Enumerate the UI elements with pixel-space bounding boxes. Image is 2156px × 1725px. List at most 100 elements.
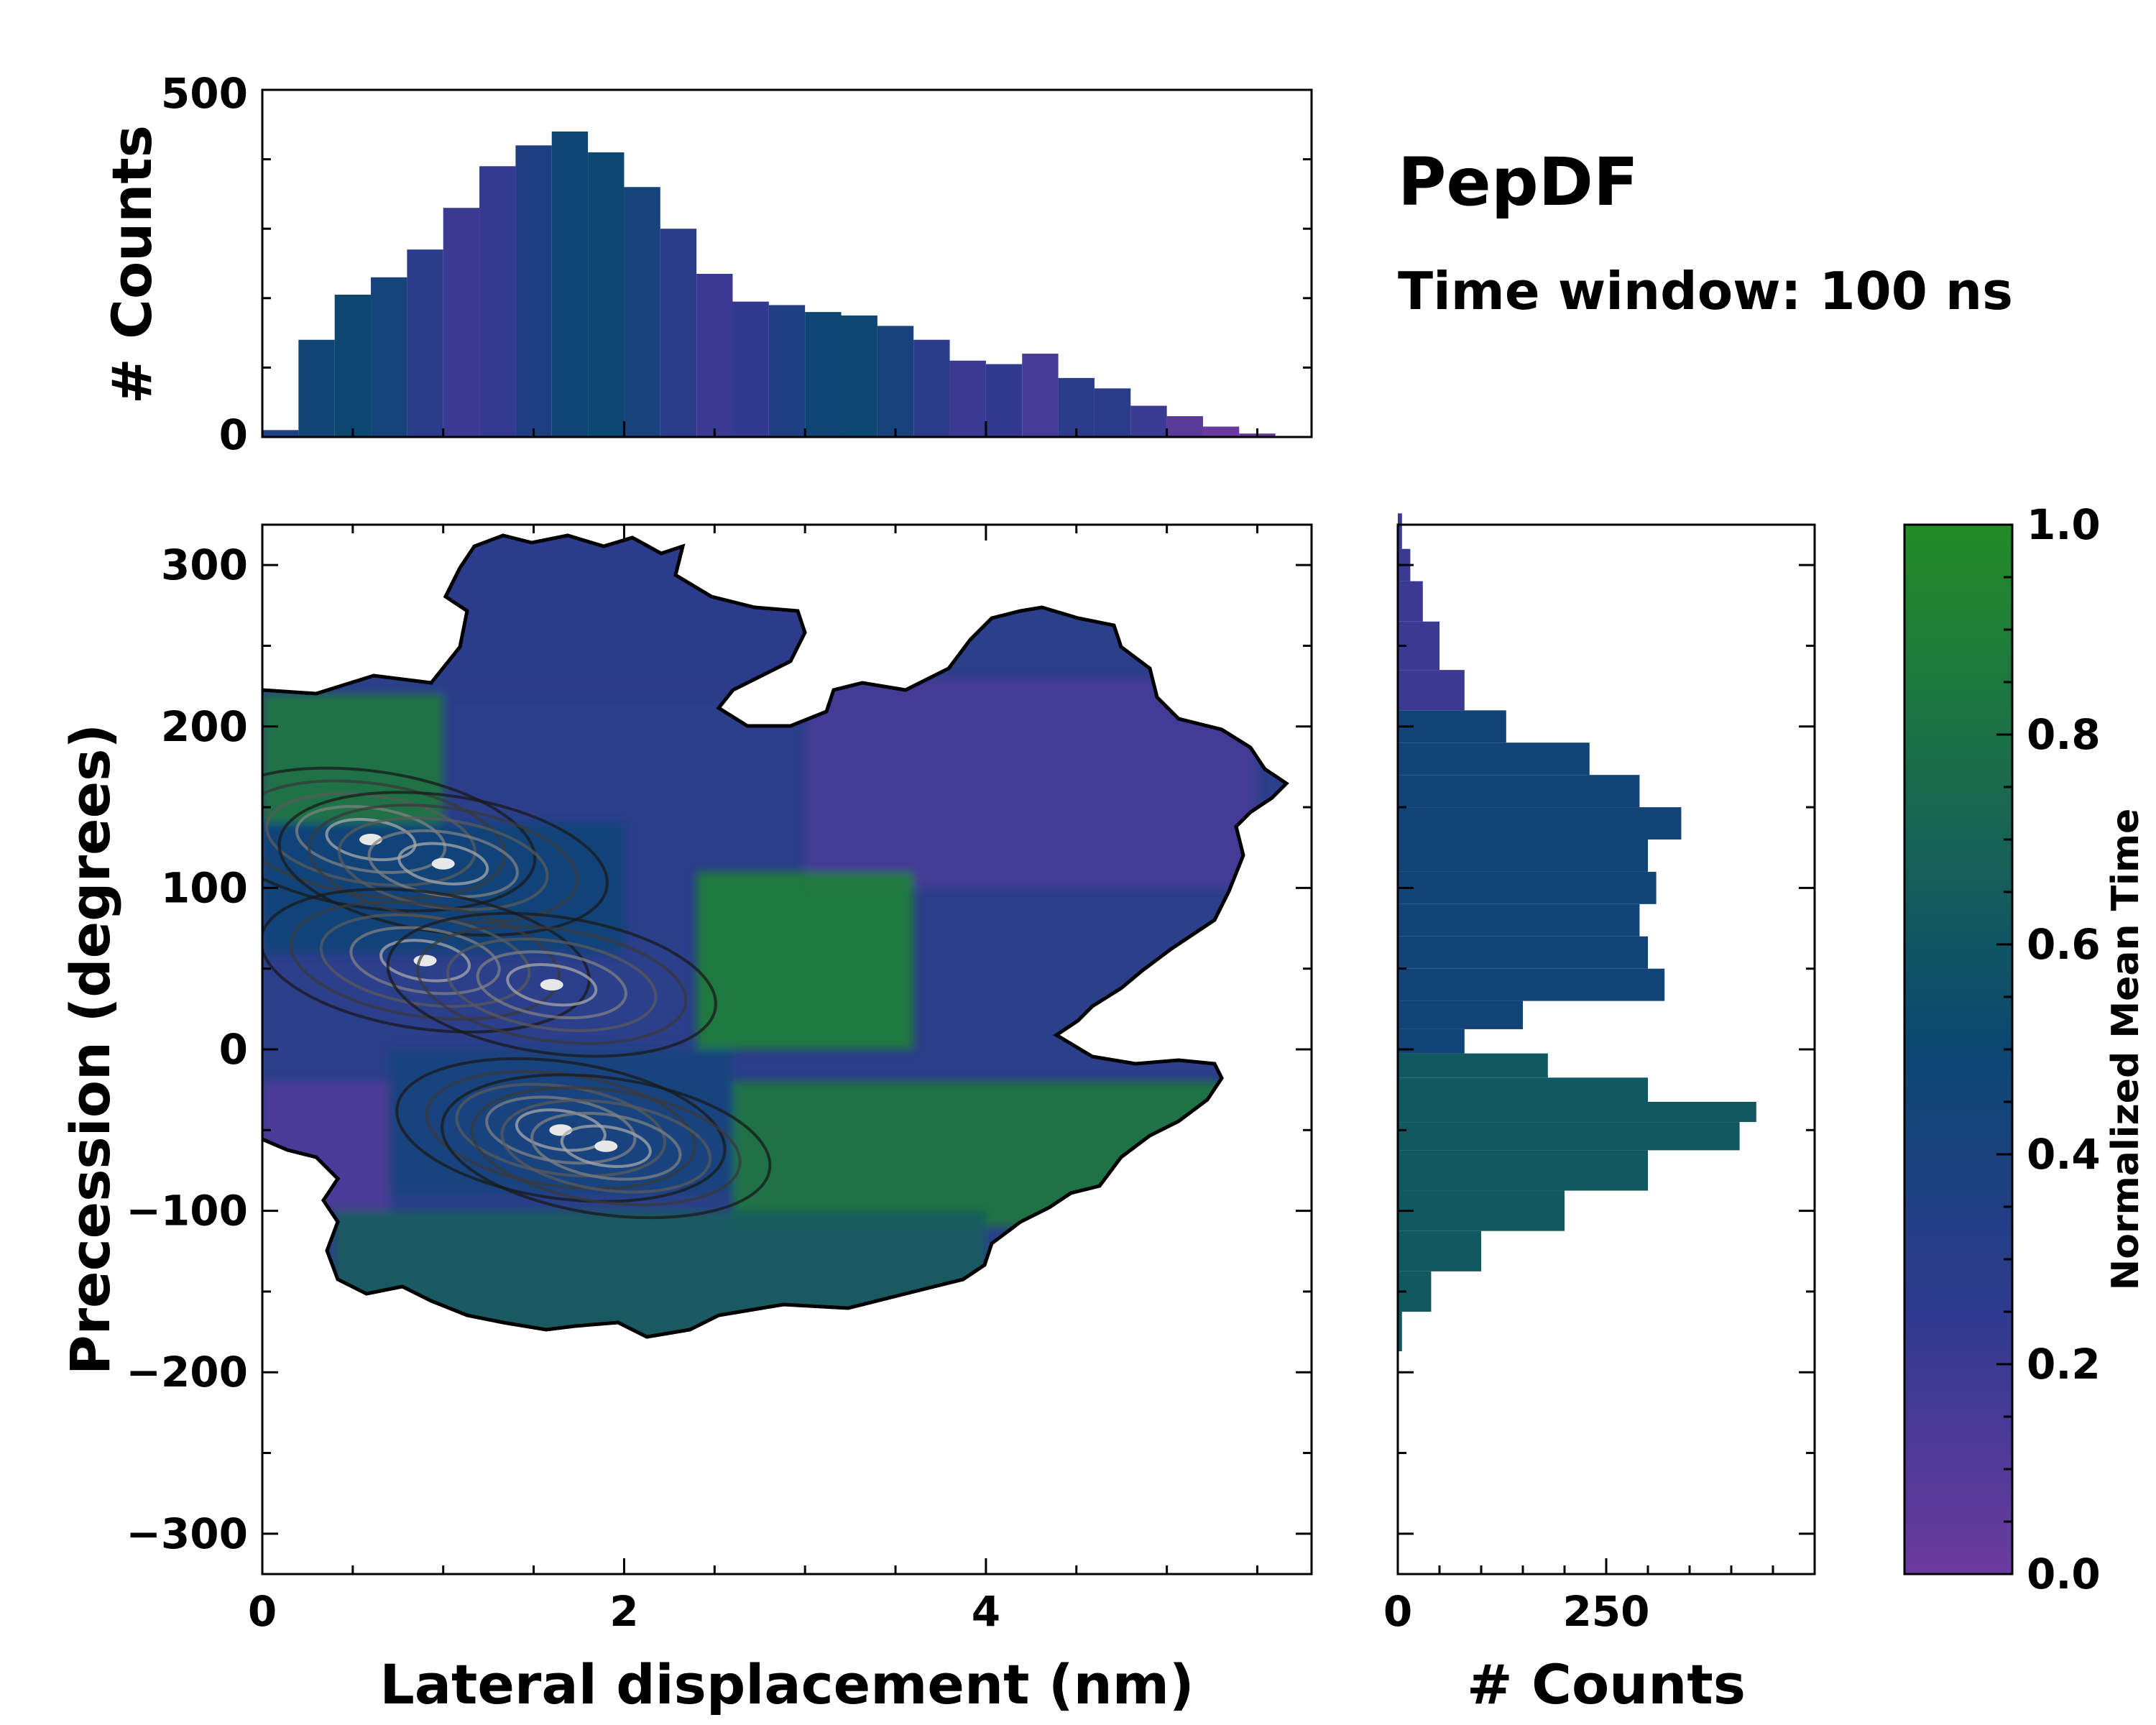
top-histogram-bar: [624, 187, 660, 437]
right-histogram-xlabel: # Counts: [1467, 1652, 1746, 1716]
right-histogram-bar: [1398, 1312, 1402, 1352]
right-histogram-bar: [1398, 775, 1640, 808]
right-histogram-bar: [1398, 871, 1657, 904]
top-histogram-bar: [1022, 354, 1059, 437]
top-histogram-bar: [551, 131, 589, 437]
density-contour: [395, 1057, 727, 1203]
main-ylabel: Precession (degrees): [58, 724, 122, 1375]
density-contour: [506, 963, 598, 1007]
heatmap-outer-contour: [262, 533, 1289, 1339]
density-contour: [470, 1086, 742, 1207]
right-histogram-bar: [1398, 513, 1402, 549]
colorbar-label: Normalized Mean Time: [2104, 809, 2147, 1291]
top-histogram-bar: [841, 315, 877, 437]
top-histogram-bar: [1094, 388, 1131, 437]
main-ytick-labels: −300 −200 −100 0 100 200 300: [126, 540, 248, 1558]
density-contour: [262, 779, 507, 900]
density-contour: [349, 926, 501, 995]
figure-title: PepDF: [1398, 144, 1639, 221]
top-histogram-bar: [407, 249, 443, 437]
density-contour: [476, 950, 627, 1020]
right-histogram-bar: [1398, 903, 1640, 937]
colorbar-tick-label: 0.0: [2027, 1550, 2101, 1598]
top-histogram-bar: [262, 430, 299, 437]
density-contour: [367, 829, 519, 898]
right-histogram-bar: [1398, 670, 1465, 711]
density-contour: [386, 911, 717, 1058]
top-histogram-bar: [985, 364, 1023, 437]
top-histogram-bar: [1130, 405, 1167, 437]
right-histogram-bar: [1398, 936, 1648, 969]
right-histogram-bar: [1398, 581, 1423, 622]
main-ytick-label: 300: [161, 540, 248, 589]
main-xtick-label: 4: [972, 1587, 1000, 1636]
right-histogram-bar: [1398, 1077, 1648, 1102]
right-histogram-bar: [1398, 742, 1590, 776]
density-contour: [485, 1095, 637, 1165]
top-histogram-bar: [1166, 416, 1203, 437]
density-contour: [262, 888, 591, 1034]
top-histogram-ylabel: # Counts: [100, 125, 164, 404]
density-contour: [441, 1073, 772, 1220]
main-heatmap-panel: 0 2 4 −300 −200 −100 0 100 200 300 Lateral displ…: [58, 523, 1313, 1716]
top-histogram-bars: [262, 131, 1276, 437]
top-histogram-bar: [334, 294, 372, 437]
density-contour: [319, 913, 531, 1008]
right-histogram-bar: [1398, 1000, 1523, 1029]
density-contour: [379, 939, 471, 983]
top-histogram-bar: [805, 312, 842, 437]
right-histogram-panel: 0 250 # Counts: [1383, 513, 1816, 1716]
heatmap-density-contours: [262, 766, 772, 1220]
main-ytick-label: 200: [161, 702, 248, 751]
right-histogram-bar: [1398, 968, 1665, 1001]
right-histogram-bar: [1398, 840, 1648, 872]
top-histogram-bar: [1058, 377, 1095, 437]
heatmap-region: [696, 871, 914, 1049]
colorbar-tick-label: 0.8: [2027, 710, 2101, 759]
density-contour: [397, 842, 489, 886]
density-contour: [446, 937, 658, 1032]
right-xtick-250: 250: [1562, 1587, 1649, 1636]
right-histogram-bar: [1398, 1053, 1548, 1078]
top-histogram-bar: [949, 360, 986, 437]
right-histogram-bar: [1398, 1150, 1648, 1191]
top-histogram-bar: [877, 326, 914, 437]
density-peak: [594, 1140, 618, 1152]
density-contour: [560, 1124, 652, 1168]
colorbar-tick-marks: [1996, 523, 2012, 1576]
density-contour: [290, 900, 561, 1021]
main-frame: [261, 523, 1313, 1576]
density-contour: [416, 924, 688, 1045]
top-histogram-bar: [479, 166, 516, 437]
top-histogram-bar: [515, 145, 552, 437]
density-contour: [262, 766, 537, 913]
main-ytick-label: 100: [161, 863, 248, 912]
main-ytick-label: −100: [126, 1187, 248, 1236]
right-histogram-tick-marks: [1396, 564, 1816, 1574]
colorbar-tick-label: 1.0: [2027, 500, 2101, 549]
right-histogram-frame: [1396, 523, 1816, 1576]
main-xtick-labels: 0 2 4: [248, 1587, 1000, 1636]
right-histogram-bar: [1398, 710, 1506, 743]
right-histogram-bar: [1398, 1190, 1565, 1231]
main-xlabel: Lateral displacement (nm): [379, 1652, 1194, 1716]
top-histogram-bar: [913, 339, 950, 437]
top-histogram-bar: [732, 301, 769, 437]
main-xtick-label: 2: [609, 1587, 638, 1636]
colorbar-tick-label: 0.4: [2027, 1130, 2101, 1179]
top-histogram-bar: [371, 277, 407, 437]
top-histogram-bar: [1202, 426, 1240, 437]
top-histogram-panel: 500 0 # Counts: [100, 69, 1313, 459]
colorbar-tick-labels: 0.0 0.2 0.4 0.6 0.8 1.0: [2027, 500, 2101, 1598]
top-histogram-bar: [660, 229, 697, 437]
right-histogram-bar: [1398, 1102, 1756, 1123]
main-ytick-label: −200: [126, 1348, 248, 1397]
right-histogram-bar: [1398, 1122, 1740, 1151]
top-histogram-bar: [696, 273, 733, 437]
colorbar-gradient: [1904, 525, 2012, 1574]
density-contour: [500, 1099, 712, 1194]
right-histogram-bar: [1398, 807, 1682, 840]
right-xtick-0: 0: [1383, 1587, 1412, 1636]
top-ytick-500: 500: [161, 69, 248, 118]
